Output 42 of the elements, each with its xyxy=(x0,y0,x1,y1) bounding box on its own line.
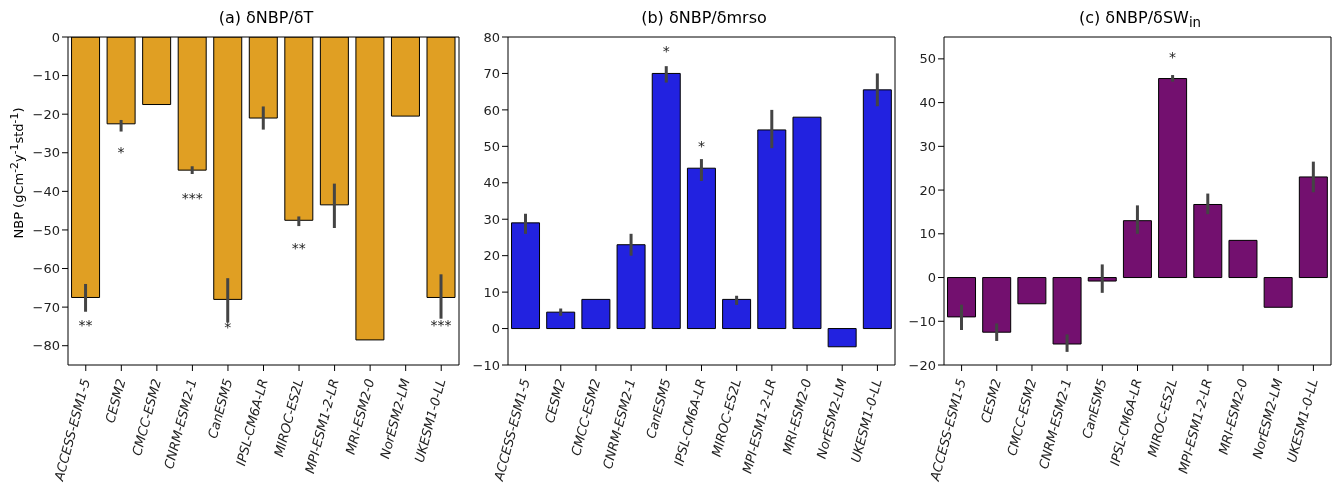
data-label: *** xyxy=(430,317,452,334)
x-tick-label: CESM2 xyxy=(102,377,129,425)
y-tick-label: 70 xyxy=(483,66,500,82)
y-tick-label: −10 xyxy=(472,357,500,373)
y-tick-label: −20 xyxy=(908,357,936,373)
y-tick-label: 20 xyxy=(919,182,936,198)
y-tick-label: 10 xyxy=(919,226,936,242)
data-label: * xyxy=(117,143,125,160)
x-tick-label: CESM2 xyxy=(977,377,1005,425)
y-tick-label: −70 xyxy=(32,299,60,315)
y-tick-label: 40 xyxy=(919,95,936,111)
chart-title: (b) δNBP/δmrso xyxy=(640,8,768,29)
y-tick-label: 30 xyxy=(919,138,936,154)
y-tick-label: −30 xyxy=(32,145,60,161)
y-tick-label: −40 xyxy=(32,183,60,199)
y-tick-label: 50 xyxy=(483,138,500,154)
y-tick-label: −50 xyxy=(32,222,60,238)
y-tick-label: −60 xyxy=(32,261,60,277)
y-tick-label: 80 xyxy=(483,29,500,45)
y-tick-label: 60 xyxy=(483,102,500,118)
x-tick-label: CESM2 xyxy=(541,377,569,425)
data-label: * xyxy=(224,319,232,336)
data-label: * xyxy=(697,138,705,155)
y-tick-label: 0 xyxy=(491,321,500,337)
data-label: ** xyxy=(78,317,93,334)
data-label: ** xyxy=(291,240,306,257)
y-tick-label: 0 xyxy=(927,270,936,286)
y-tick-label: 0 xyxy=(51,29,60,45)
y-tick-label: −10 xyxy=(32,68,60,84)
y-tick-label: −10 xyxy=(908,313,936,329)
chart-title: (c) δNBP/δSW$_{in}$ xyxy=(1077,8,1203,31)
data-label: * xyxy=(1169,48,1177,65)
data-label: *** xyxy=(181,190,203,207)
y-tick-label: 40 xyxy=(483,175,500,191)
y-tick-label: 50 xyxy=(919,51,936,67)
y-tick-label: −20 xyxy=(32,106,60,122)
y-tick-label: −80 xyxy=(32,338,60,354)
y-tick-label: 30 xyxy=(483,211,500,227)
y-tick-label: 20 xyxy=(483,248,500,264)
data-label: * xyxy=(662,43,670,60)
chart-title: (a) δNBP/δT xyxy=(217,8,315,29)
y-tick-label: 10 xyxy=(483,284,500,300)
